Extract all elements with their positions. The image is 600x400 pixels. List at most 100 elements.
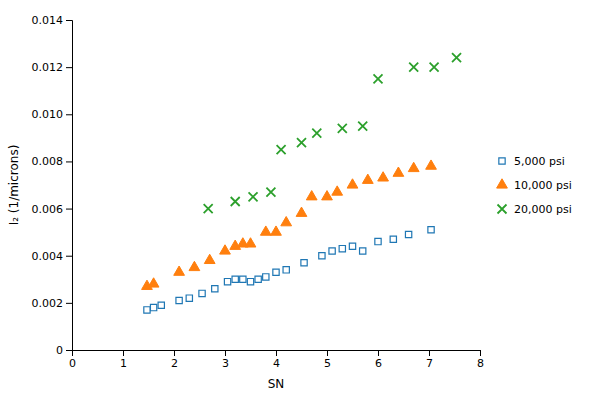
point xyxy=(322,191,333,200)
tick-label: 6 xyxy=(375,357,382,370)
point xyxy=(255,276,261,282)
point xyxy=(312,129,321,138)
point xyxy=(273,269,279,275)
point xyxy=(409,63,418,72)
point xyxy=(301,260,307,266)
tick-label: 2 xyxy=(171,357,178,370)
point xyxy=(260,226,271,235)
tick-label: 8 xyxy=(477,357,484,370)
marker-shape xyxy=(189,261,200,270)
marker-shape xyxy=(332,186,343,195)
marker-shape xyxy=(271,226,282,235)
point xyxy=(426,160,437,169)
point xyxy=(430,63,439,72)
tick: 0.002 xyxy=(32,297,73,310)
point xyxy=(232,276,238,282)
legend-label: 10,000 psi xyxy=(514,179,572,192)
point xyxy=(405,231,411,237)
point xyxy=(408,162,419,171)
tick: 7 xyxy=(426,350,433,370)
marker-shape xyxy=(150,304,156,310)
legend-item: 5,000 psi xyxy=(499,155,565,168)
point xyxy=(212,286,218,292)
marker-shape xyxy=(232,276,238,282)
point xyxy=(390,236,396,242)
tick-mark xyxy=(327,350,328,356)
point xyxy=(245,238,256,247)
marker-shape xyxy=(338,124,347,133)
chart: 01234567800.0020.0040.0060.0080.0100.012… xyxy=(0,0,600,400)
point xyxy=(271,226,282,235)
marker-shape xyxy=(306,191,317,200)
point xyxy=(297,138,306,147)
tick-mark xyxy=(66,209,72,210)
tick: 1 xyxy=(120,350,127,370)
tick-label: 0.002 xyxy=(32,297,64,310)
tick: 0.010 xyxy=(32,108,73,121)
y-axis-title: I₂ (1/microns) xyxy=(7,145,21,226)
tick-mark xyxy=(480,350,481,356)
marker-shape xyxy=(375,238,381,244)
marker-shape xyxy=(260,226,271,235)
tick-label: 3 xyxy=(222,357,229,370)
point xyxy=(247,278,253,284)
tick: 0.006 xyxy=(32,203,73,216)
tick-mark xyxy=(123,350,124,356)
point xyxy=(452,53,461,62)
point xyxy=(374,74,383,83)
marker-shape xyxy=(319,253,325,259)
series xyxy=(144,227,434,313)
marker-shape xyxy=(231,197,240,206)
tick-label: 0.014 xyxy=(32,14,64,27)
tick: 4 xyxy=(273,350,280,370)
point xyxy=(220,245,231,254)
marker-shape xyxy=(393,167,404,176)
marker-shape xyxy=(212,286,218,292)
marker-shape xyxy=(405,231,411,237)
tick-mark xyxy=(66,256,72,257)
legend-item: 20,000 psi xyxy=(498,203,572,216)
point xyxy=(224,278,230,284)
marker-shape xyxy=(224,278,230,284)
series xyxy=(142,160,437,290)
point xyxy=(249,192,258,201)
point xyxy=(332,186,343,195)
marker-shape xyxy=(176,297,182,303)
plot-area xyxy=(142,53,461,313)
point xyxy=(176,297,182,303)
point xyxy=(266,188,275,197)
tick: 0 xyxy=(56,344,72,357)
tick-mark xyxy=(66,303,72,304)
point xyxy=(362,174,373,183)
marker-shape xyxy=(296,207,307,216)
tick-label: 4 xyxy=(273,357,280,370)
marker-shape xyxy=(186,295,192,301)
tick-mark xyxy=(66,114,72,115)
marker-shape xyxy=(362,174,373,183)
marker-shape xyxy=(312,129,321,138)
point xyxy=(378,172,389,181)
marker-shape xyxy=(378,172,389,181)
legend-label: 5,000 psi xyxy=(514,155,565,168)
tick: 0.014 xyxy=(32,14,73,27)
marker-shape xyxy=(322,191,333,200)
tick-label: 0.012 xyxy=(32,61,64,74)
legend: 5,000 psi 10,000 psi 20,000 psi xyxy=(497,155,572,216)
point xyxy=(296,207,307,216)
marker-shape xyxy=(281,217,292,226)
x-axis-title: SN xyxy=(268,377,285,391)
point xyxy=(358,122,367,131)
marker-shape xyxy=(220,245,231,254)
x-axis: 012345678 xyxy=(69,350,484,370)
marker-shape xyxy=(430,63,439,72)
tick-mark xyxy=(66,67,72,68)
tick-mark xyxy=(174,350,175,356)
tick-label: 0.004 xyxy=(32,250,64,263)
tick: 0 xyxy=(69,350,76,370)
marker-shape xyxy=(390,236,396,242)
legend-marker-shape xyxy=(498,205,507,214)
point xyxy=(150,304,156,310)
legend-marker xyxy=(498,205,507,214)
tick: 2 xyxy=(171,350,178,370)
marker-shape xyxy=(158,302,164,308)
